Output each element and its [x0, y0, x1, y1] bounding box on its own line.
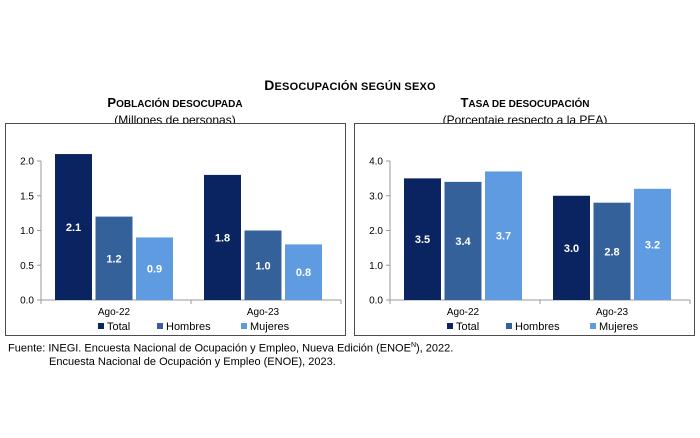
bar-total-ago-22: [404, 178, 441, 300]
x-category-label: Ago-23: [596, 307, 629, 318]
legend-swatch-hombres: [157, 323, 163, 329]
right-chart-svg: 0.0 1.0 2.0 3.0 4.0 3.5 3.4 3.7 Ago-22 3.0 2.8 3.2 A…: [369, 157, 691, 333]
bar-mujeres-ago-23: [634, 188, 671, 300]
bar-value-label: 3.5: [415, 234, 430, 246]
left-chart-svg: 0.0 0.5 1.0 1.5 2.0 2.1 1.2 0.9 Ago-22 1.8 1.0 0.8 A…: [20, 154, 342, 333]
legend-label-hombres: Hombres: [166, 321, 211, 333]
legend-label-total: Total: [456, 321, 479, 333]
legend-swatch-mujeres: [241, 323, 247, 329]
bar-value-label: 3.2: [645, 239, 660, 251]
bar-total-ago-23: [204, 174, 241, 300]
y-tick-label: 4.0: [369, 157, 383, 168]
right-chart-title: TASA DE DESOCUPACIÓN: [460, 95, 590, 110]
x-category-label: Ago-23: [247, 307, 280, 318]
y-tick-label: 2.0: [20, 157, 34, 168]
y-tick-label: 1.0: [20, 226, 34, 237]
legend-swatch-total: [447, 323, 453, 329]
bar-value-label: 2.1: [66, 222, 81, 234]
left-chart-title: POBLACIÓN DESOCUPADA: [107, 95, 243, 110]
bar-value-label: 3.4: [455, 236, 471, 248]
legend-label-total: Total: [107, 321, 130, 333]
bar-total-ago-22: [55, 154, 92, 300]
legend-swatch-total: [98, 323, 104, 329]
y-tick-label: 0.0: [20, 296, 34, 307]
x-category-label: Ago-22: [98, 307, 131, 318]
bar-value-label: 1.8: [215, 232, 230, 244]
source-line-2: Encuesta Nacional de Ocupación y Empleo …: [49, 355, 336, 368]
bar-value-label: 1.0: [255, 260, 270, 272]
bar-value-label: 2.8: [604, 246, 619, 258]
y-tick-label: 1.0: [369, 261, 383, 272]
bar-value-label: 0.8: [296, 267, 311, 279]
bar-value-label: 3.7: [496, 231, 511, 243]
legend-label-hombres: Hombres: [515, 321, 560, 333]
bar-mujeres-ago-22: [136, 237, 173, 300]
y-tick-label: 0.0: [369, 296, 383, 307]
bar-mujeres-ago-23: [285, 244, 322, 300]
y-tick-label: 1.5: [20, 191, 34, 202]
bar-hombres-ago-23: [593, 202, 631, 300]
y-tick-label: 2.0: [369, 226, 383, 237]
source-note: Fuente: INEGI. Encuesta Nacional de Ocup…: [8, 339, 453, 369]
bar-hombres-ago-23: [244, 230, 282, 300]
x-category-label: Ago-22: [447, 307, 480, 318]
legend-swatch-hombres: [506, 323, 512, 329]
legend-swatch-mujeres: [590, 323, 596, 329]
legend-label-mujeres: Mujeres: [250, 321, 290, 333]
left-chart-panel: 0.0 0.5 1.0 1.5 2.0 2.1 1.2 0.9 Ago-22 1.8 1.0 0.8 A…: [5, 123, 346, 336]
right-chart-panel: 0.0 1.0 2.0 3.0 4.0 3.5 3.4 3.7 Ago-22 3.0 2.8 3.2 A…: [354, 123, 695, 336]
bar-total-ago-23: [553, 195, 590, 300]
bar-hombres-ago-22: [444, 181, 482, 300]
page-title: DESOCUPACIÓN SEGÚN SEXO: [264, 77, 436, 93]
bar-value-label: 0.9: [147, 264, 162, 276]
legend-label-mujeres: Mujeres: [599, 321, 639, 333]
bar-value-label: 1.2: [106, 253, 121, 265]
y-tick-label: 3.0: [369, 191, 383, 202]
bar-value-label: 3.0: [564, 243, 579, 255]
bar-mujeres-ago-22: [485, 171, 522, 300]
y-tick-label: 0.5: [20, 261, 34, 272]
bar-hombres-ago-22: [95, 216, 133, 300]
source-line-1: Fuente: INEGI. Encuesta Nacional de Ocup…: [8, 342, 454, 355]
